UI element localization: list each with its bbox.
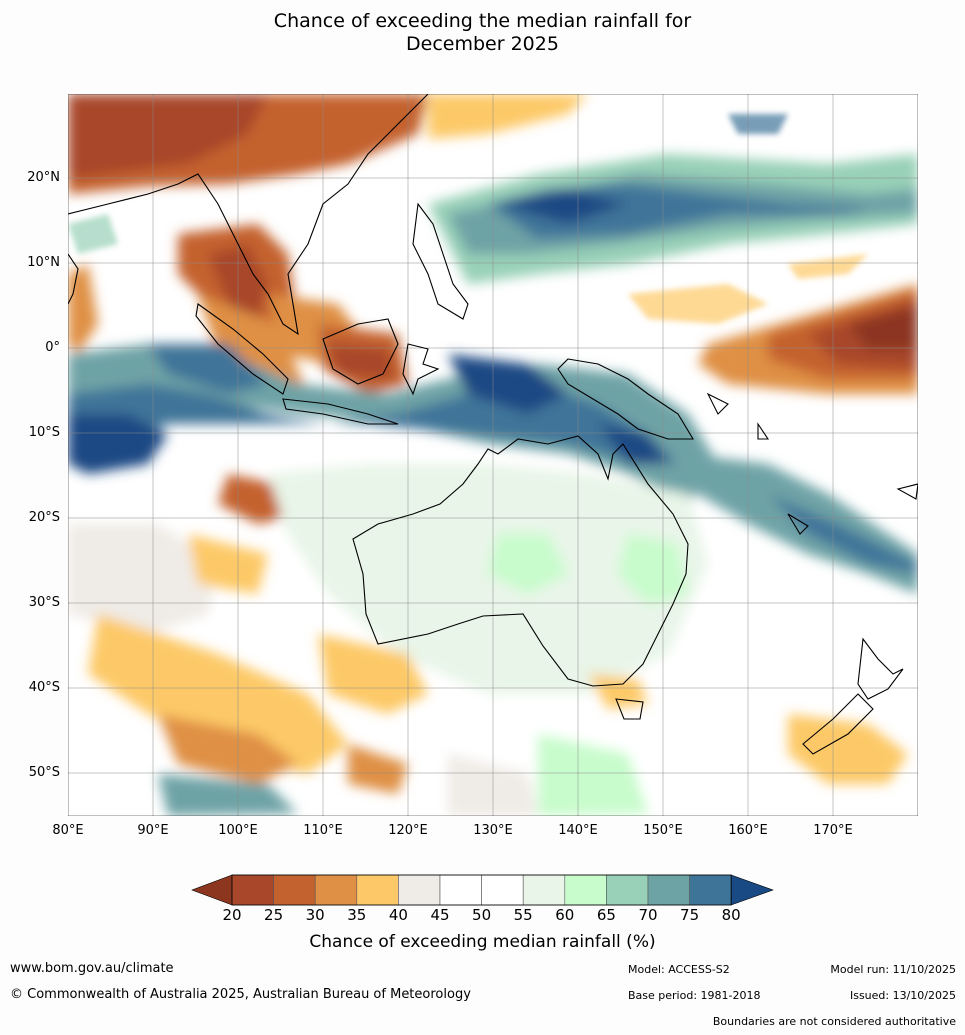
legend-swatch	[564, 874, 607, 906]
australia-coast	[352, 435, 689, 687]
legend-tick-label: 45	[430, 906, 450, 924]
borneo-coast	[322, 318, 399, 385]
legend-tick-label: 40	[388, 906, 408, 924]
disclaimer-text: Boundaries are not considered authoritat…	[712, 1015, 956, 1028]
legend-tick-label: 20	[222, 906, 242, 924]
chart-title: Chance of exceeding the median rainfall …	[0, 10, 965, 56]
java-coast	[282, 398, 399, 425]
legend-tick-label: 75	[680, 906, 700, 924]
coastlines	[68, 94, 918, 755]
new-zealand-north	[857, 637, 904, 700]
lon-label-90e: 90°E	[137, 823, 169, 838]
lon-label-130e: 130°E	[473, 823, 513, 838]
legend-swatch	[231, 874, 274, 906]
legend-tick-label: 25	[264, 906, 284, 924]
pacific-islands	[706, 392, 918, 535]
lon-label-120e: 120°E	[388, 823, 428, 838]
legend-tick-label: 30	[305, 906, 325, 924]
lat-label-40s: 40°S	[28, 680, 60, 695]
lon-label-170e: 170°E	[813, 823, 853, 838]
legend-swatch	[356, 874, 399, 906]
graticule	[68, 94, 918, 816]
lon-label-110e: 110°E	[303, 823, 343, 838]
lat-label-50s: 50°S	[28, 765, 60, 780]
lon-label-100e: 100°E	[218, 823, 258, 838]
legend-tick-label: 65	[596, 906, 616, 924]
sumatra-coast	[195, 303, 289, 395]
base-period-text: Base period: 1981-2018	[628, 989, 761, 1002]
legend-colorbar	[191, 874, 774, 906]
website-link[interactable]: www.bom.gov.au/climate	[10, 961, 174, 976]
new-zealand-south	[802, 693, 874, 755]
title-line-2: December 2025	[406, 33, 559, 55]
map-svg	[68, 94, 918, 816]
legend-swatch	[606, 874, 649, 906]
legend-swatch	[481, 874, 524, 906]
legend-swatch	[522, 874, 566, 906]
new-guinea-coast	[557, 358, 694, 440]
lat-label-10n: 10°N	[27, 255, 60, 270]
legend-tick-label: 35	[347, 906, 367, 924]
title-line-1: Chance of exceeding the median rainfall …	[273, 10, 692, 32]
legend-tick-label: 80	[721, 906, 741, 924]
lat-label-20s: 20°S	[28, 510, 60, 525]
legend-swatch	[689, 874, 732, 906]
copyright-text: © Commonwealth of Australia 2025, Austra…	[10, 987, 471, 1002]
model-text: Model: ACCESS-S2	[628, 963, 730, 976]
legend-swatch	[314, 874, 358, 906]
lat-label-30s: 30°S	[28, 595, 60, 610]
legend-tick-label: 50	[472, 906, 492, 924]
legend-tick-label: 60	[555, 906, 575, 924]
rainfall-map	[68, 94, 918, 816]
sulawesi-coast	[402, 343, 440, 396]
lat-label-0: 0°	[45, 340, 60, 355]
model-run-text: Model run: 11/10/2025	[830, 963, 956, 976]
legend-arrow-low	[191, 874, 233, 906]
legend-tick-label: 70	[638, 906, 658, 924]
legend-label: Chance of exceeding median rainfall (%)	[309, 932, 656, 952]
legend-outline	[231, 874, 732, 906]
lon-label-80e: 80°E	[52, 823, 84, 838]
lat-label-10s: 10°S	[28, 425, 60, 440]
issued-text: Issued: 13/10/2025	[849, 989, 956, 1002]
lon-label-160e: 160°E	[728, 823, 768, 838]
lon-label-140e: 140°E	[558, 823, 598, 838]
philippines-coast	[412, 202, 469, 320]
rainfall-field	[68, 94, 918, 816]
lat-label-20n: 20°N	[27, 170, 60, 185]
sri-lanka-india-coast	[68, 253, 79, 305]
legend-swatch	[439, 874, 482, 906]
legend-arrow-high	[730, 874, 774, 906]
legend-swatch	[647, 874, 690, 906]
lon-label-150e: 150°E	[643, 823, 683, 838]
se-asia-coast	[68, 94, 429, 336]
legend-swatch	[273, 874, 316, 906]
legend-tick-label: 55	[513, 906, 533, 924]
tasmania-coast	[615, 698, 644, 720]
legend-swatch	[398, 874, 441, 906]
